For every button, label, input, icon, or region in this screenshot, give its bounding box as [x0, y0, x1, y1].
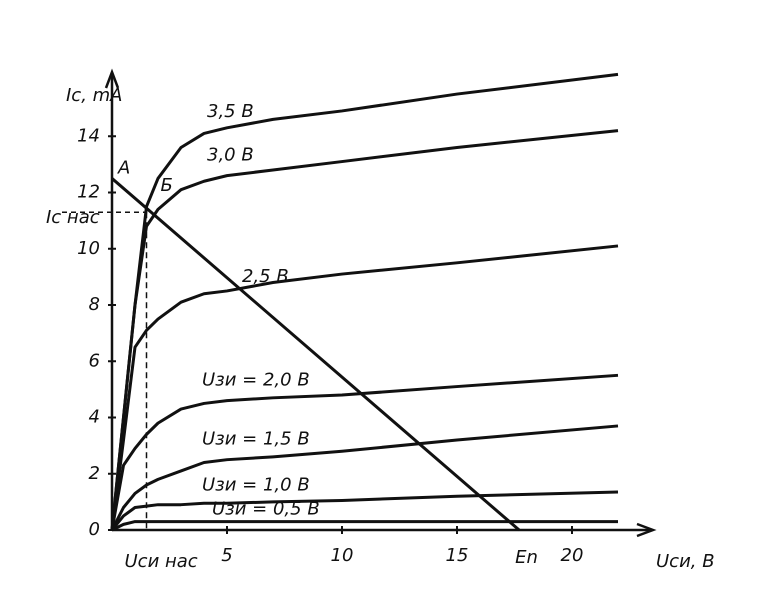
x-tick-label: 5	[221, 545, 232, 566]
y-tick-label: 14	[77, 125, 100, 146]
load-line	[111, 177, 521, 532]
curve-label: Uзи = 0,5 В	[212, 499, 320, 520]
x-tick-label: 20	[561, 545, 584, 566]
x-axis-arrow	[636, 522, 657, 538]
curve-label: Uзи = 2,0 В	[202, 370, 310, 391]
point-label: Б	[161, 175, 173, 196]
y-tick-label: 0	[89, 519, 100, 540]
saturation-x-label: Uси нас	[125, 551, 198, 572]
y-tick-label: 12	[77, 182, 100, 203]
curve-label: 3,5 В	[207, 101, 254, 122]
y-tick-label: 2	[89, 463, 100, 484]
curve-label: 3,0 В	[207, 145, 254, 166]
curve	[110, 490, 619, 531]
x-tick-label: 15	[446, 545, 469, 566]
y-tick-label: 8	[89, 294, 100, 315]
curve	[110, 424, 619, 531]
load-line-start-label: A	[117, 157, 130, 178]
curve	[110, 72, 619, 531]
curve	[111, 520, 618, 532]
y-axis-label: Ic, mA	[66, 85, 123, 106]
y-tick-label: 6	[89, 350, 100, 371]
saturation-y-label: Iс нас	[46, 207, 100, 228]
load-line-end-label: En	[515, 547, 538, 568]
curve-label: Uзи = 1,5 В	[202, 429, 310, 450]
y-tick-label: 10	[77, 238, 100, 259]
curve	[110, 244, 619, 531]
x-tick-label: 10	[331, 545, 354, 566]
curve-label: Uзи = 1,0 В	[202, 474, 310, 495]
y-axis-arrow	[104, 68, 120, 89]
x-axis-label: Uси, В	[656, 551, 715, 572]
curve-label: 2,5 В	[242, 266, 289, 287]
y-tick-label: 4	[89, 407, 100, 428]
curve	[110, 129, 619, 531]
